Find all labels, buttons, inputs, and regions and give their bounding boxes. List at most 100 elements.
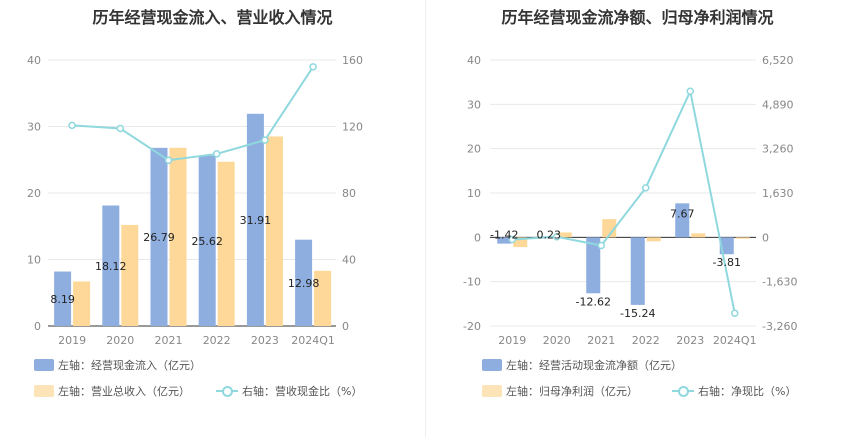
- line-point: [261, 136, 269, 144]
- line-point: [553, 233, 561, 241]
- data-label: -12.62: [576, 295, 611, 308]
- panel-divider: [425, 0, 426, 437]
- left-tick-label: 30: [27, 121, 41, 134]
- category-label: 2024Q1: [713, 334, 757, 347]
- line-point: [731, 309, 739, 317]
- bar-swatch-icon: [34, 359, 54, 371]
- right-tick-label: -1,630: [762, 276, 797, 289]
- line-swatch-icon: [216, 385, 238, 397]
- legend-label: 左轴：归母净利润（亿元）: [506, 385, 638, 398]
- left-tick-label: 30: [467, 98, 481, 111]
- net-cash-profit-panel: 历年经营现金流净额、归母净利润情况 -20 -3,260 -10 -1,630 0 0 10…: [425, 0, 850, 437]
- data-label: 12.98: [288, 277, 320, 290]
- bar-revenue: [121, 224, 139, 326]
- legend-item-net-cash[interactable]: 左轴：经营活动现金流净额（亿元）: [482, 357, 682, 373]
- data-label: 0.23: [537, 228, 562, 241]
- bar-net-cash: [719, 237, 734, 255]
- right-tick-label: -3,260: [762, 320, 797, 333]
- legend-item-net-cash-ratio[interactable]: 右轴：净现比（%）: [672, 383, 796, 399]
- legend-item-net-profit[interactable]: 左轴：归母净利润（亿元）: [482, 383, 638, 399]
- net-cash-profit-chart: -20 -3,260 -10 -1,630 0 0 10 1,630 20 3,260 30 4,89…: [463, 54, 797, 347]
- bar-cash-inflow: [102, 205, 120, 326]
- bar-net-profit: [602, 219, 617, 238]
- right-tick-label: 160: [342, 54, 363, 67]
- data-label: 18.12: [95, 260, 127, 273]
- right-tick-label: 1,630: [762, 187, 794, 200]
- bar-net-profit: [557, 232, 572, 238]
- legend-item-revenue[interactable]: 左轴：营业总收入（亿元）: [34, 383, 190, 399]
- bar-net-cash: [497, 237, 512, 244]
- category-label: 2020: [106, 334, 134, 347]
- right-tick-label: 4,890: [762, 98, 794, 111]
- category-label: 2021: [587, 334, 615, 347]
- category-label: 2019: [58, 334, 86, 347]
- line-point: [508, 235, 516, 244]
- line-point: [68, 121, 76, 130]
- left-tick-label: 20: [467, 143, 481, 156]
- bar-swatch-icon: [34, 385, 54, 397]
- data-label: -15.24: [620, 307, 655, 320]
- category-label: 2019: [498, 334, 526, 347]
- category-label: 2023: [676, 334, 704, 347]
- legend-item-cash-inflow[interactable]: 左轴：经营现金流入（亿元）: [34, 357, 201, 373]
- category-label: 2024Q1: [291, 334, 335, 347]
- data-label: -3.81: [713, 256, 741, 269]
- bar-cash-inflow: [246, 113, 264, 327]
- cash-inflow-revenue-panel: 历年经营现金流入、营业收入情况 0 0 10 40 20 80 30 120 40 160 2019…: [27, 8, 363, 399]
- left-tick-label: 20: [27, 187, 41, 200]
- legend-item-cash-ratio[interactable]: 右轴：营收现金比（%）: [216, 383, 362, 399]
- line-point: [686, 87, 694, 96]
- bar-net-cash: [586, 237, 601, 294]
- bar-net-cash: [630, 237, 645, 305]
- right-tick-label: 0: [342, 320, 349, 333]
- line-point: [309, 63, 317, 71]
- right-tick-label: 6,520: [762, 54, 794, 67]
- bar-net-profit: [691, 233, 706, 238]
- line-point: [116, 124, 125, 133]
- category-label: 2022: [203, 334, 231, 347]
- bar-cash-inflow: [198, 155, 216, 326]
- left-tick-label: 0: [34, 320, 41, 333]
- bar-revenue: [314, 270, 332, 326]
- line-series: [512, 88, 736, 314]
- legend-label: 左轴：经营活动现金流净额（亿元）: [506, 359, 682, 372]
- data-label: 25.62: [191, 235, 223, 248]
- legend-label: 左轴：营业总收入（亿元）: [58, 385, 190, 398]
- bar-revenue: [217, 161, 235, 326]
- data-label: 7.67: [670, 207, 695, 220]
- line-point: [212, 150, 221, 158]
- cash-inflow-revenue-chart: 0 0 10 40 20 80 30 120 40 160 2019 2020 2021 2022 2023…: [27, 54, 363, 347]
- data-label: 26.79: [143, 231, 175, 244]
- line-point: [164, 156, 173, 164]
- bar-cash-inflow: [295, 239, 313, 326]
- line-point: [597, 241, 605, 250]
- legend-label: 右轴：营收现金比（%）: [242, 385, 363, 398]
- bar-swatch-icon: [482, 359, 502, 371]
- bar-net-profit: [513, 237, 528, 248]
- right-tick-label: 80: [342, 187, 356, 200]
- data-label: 31.91: [240, 214, 272, 227]
- right-tick-label: 0: [762, 231, 769, 244]
- bar-swatch-icon: [482, 385, 502, 397]
- right-tick-label: 120: [342, 121, 363, 134]
- line-point: [642, 184, 650, 192]
- category-label: 2022: [632, 334, 660, 347]
- category-label: 2023: [251, 334, 279, 347]
- line-series: [72, 66, 314, 162]
- bar-net-profit: [735, 237, 750, 239]
- chart-title: 历年经营现金流入、营业收入情况: [92, 8, 333, 27]
- category-label: 2020: [543, 334, 571, 347]
- right-tick-label: 40: [342, 254, 356, 267]
- bar-net-cash: [675, 203, 690, 238]
- left-tick-label: -20: [463, 320, 481, 333]
- bar-revenue: [265, 136, 283, 326]
- chart-title: 历年经营现金流净额、归母净利润情况: [501, 8, 774, 27]
- legend-label: 左轴：经营现金流入（亿元）: [58, 359, 201, 372]
- bar-cash-inflow: [54, 271, 72, 326]
- line-swatch-icon: [672, 385, 694, 397]
- data-label: -1.42: [490, 228, 518, 241]
- bar-net-profit: [646, 237, 661, 242]
- left-tick-label: 10: [467, 187, 481, 200]
- bar-cash-inflow: [150, 147, 168, 326]
- data-label: 8.19: [50, 293, 75, 306]
